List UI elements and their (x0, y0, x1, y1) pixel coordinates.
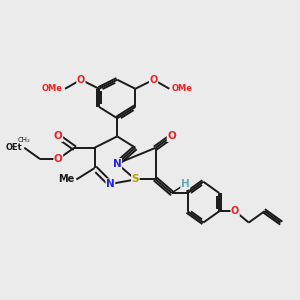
Text: CH₂: CH₂ (18, 137, 31, 143)
Text: O: O (77, 75, 85, 85)
Text: OMe: OMe (42, 84, 63, 93)
Text: O: O (167, 131, 176, 141)
Text: O: O (54, 154, 63, 164)
Text: O: O (149, 75, 158, 85)
Text: H: H (181, 179, 190, 189)
Text: Me: Me (58, 175, 74, 184)
Text: OEt: OEt (5, 143, 22, 152)
Text: S: S (132, 175, 139, 184)
Text: N: N (113, 159, 122, 169)
Text: O: O (231, 206, 239, 216)
Text: O: O (54, 131, 63, 141)
Text: OMe: OMe (172, 84, 193, 93)
Text: N: N (106, 179, 115, 189)
